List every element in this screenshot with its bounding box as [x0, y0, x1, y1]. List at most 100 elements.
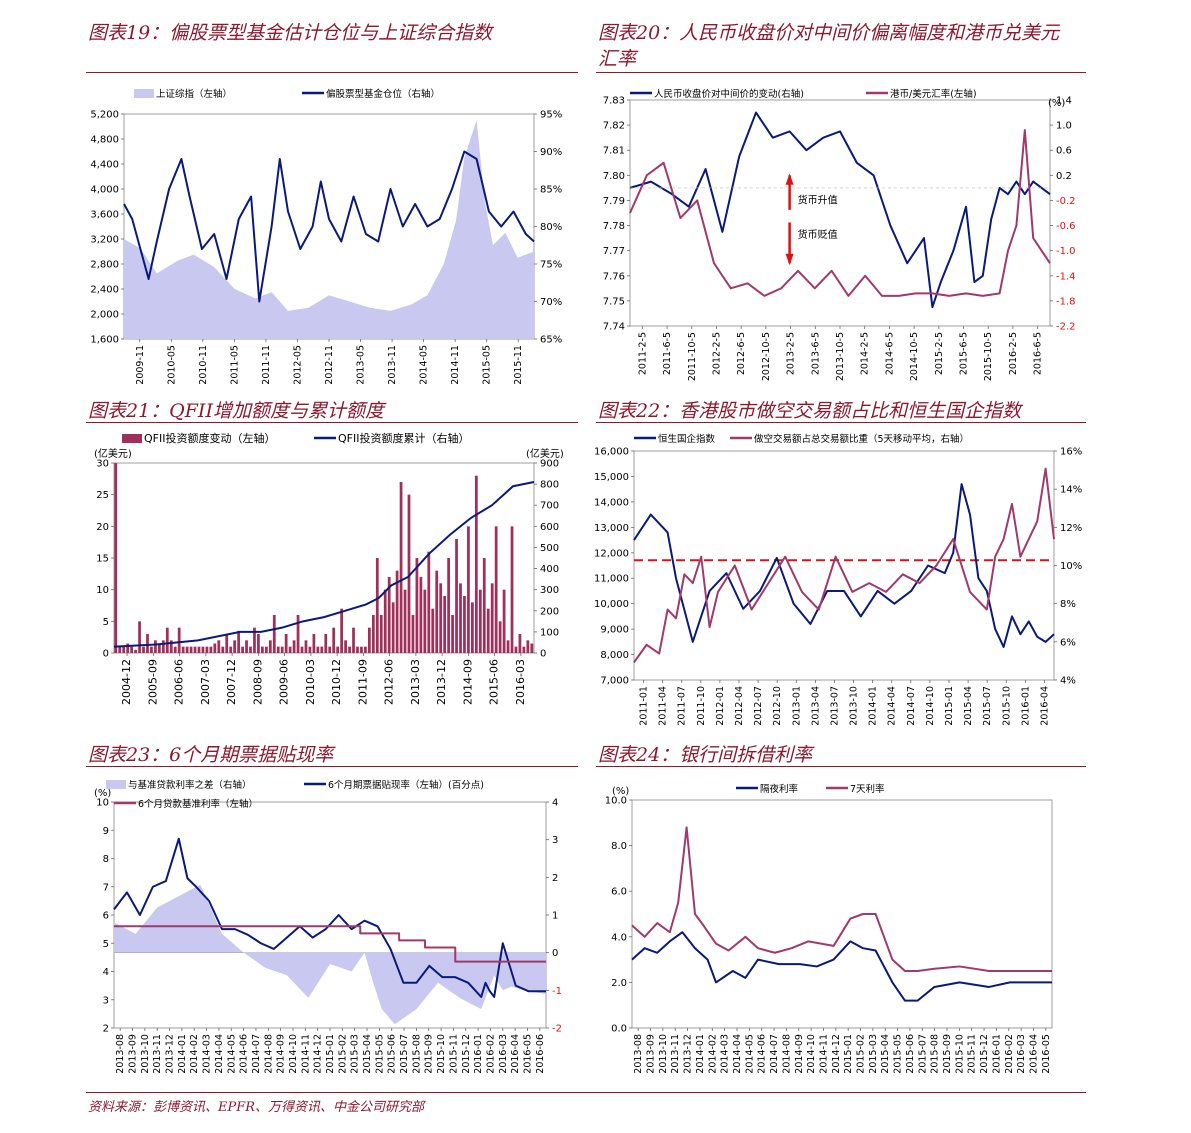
y-right-tick-label: 700	[540, 501, 559, 512]
x-tick-label: 2015-06	[387, 1034, 398, 1074]
x-tick-label: 2016-2-5	[1008, 332, 1019, 375]
bar	[237, 630, 240, 653]
bar	[264, 646, 268, 653]
x-tick-label: 2015-11	[513, 345, 524, 385]
bar	[328, 646, 332, 653]
x-tick-label: 2014-10	[925, 686, 936, 726]
y-left-tick-label: 8.0	[611, 841, 627, 852]
y-left-tick-label: 5	[103, 617, 109, 628]
bar	[344, 640, 347, 653]
x-tick-label: 2013-07	[829, 686, 840, 726]
area-series	[124, 120, 534, 339]
x-tick-label: 2015-03	[868, 1034, 879, 1074]
x-tick-label: 2014-07	[906, 686, 917, 726]
x-tick-label: 2013-10	[658, 1034, 669, 1074]
y-right-tick-label: 75%	[540, 260, 562, 271]
chart21: 0510152025300100200300400500600700800900…	[94, 431, 564, 705]
chart24-title: 图表24：银行间拆借利率	[598, 744, 813, 766]
x-tick-label: 2013-01	[791, 686, 802, 726]
y-right-tick-label: 500	[540, 543, 559, 554]
bar	[486, 608, 490, 653]
x-tick-label: 2011-05	[229, 345, 240, 385]
chart24-title-rule	[596, 766, 1086, 767]
x-tick-label: 2014-12	[831, 1034, 842, 1074]
x-tick-label: 2012-04	[734, 686, 745, 726]
bar	[399, 482, 403, 653]
x-tick-label: 2016-04	[1028, 1034, 1039, 1074]
chart23-title-rule	[86, 766, 578, 767]
x-tick-label: 2015-10	[954, 1034, 965, 1074]
bar	[292, 640, 296, 653]
bar	[249, 646, 252, 653]
bar	[177, 627, 181, 653]
legend-label: 恒生国企指数	[658, 433, 716, 445]
x-tick-label: 2015-12	[979, 1034, 990, 1074]
bar	[518, 634, 522, 653]
x-tick-label: 2016-01	[1020, 686, 1031, 726]
x-tick-label: 2015-08	[930, 1034, 941, 1074]
legend-label: 6个月期票据贴现率（左轴）(百分点)	[328, 779, 484, 791]
chart24: 0.02.04.06.08.010.0(%)2013-08 2013-09 2013…	[605, 783, 1053, 1074]
bar	[403, 589, 407, 653]
x-tick-label: 2015-11	[967, 1034, 978, 1074]
bar	[522, 646, 526, 653]
source-note: 资料来源：彭博资讯、EPFR、万得资讯、中金公司研究部	[88, 1100, 425, 1115]
bar	[455, 539, 458, 653]
x-tick-label: 2015-04	[362, 1034, 373, 1074]
y-right-tick-label: 0	[540, 649, 546, 660]
x-tick-label: 2013-09	[646, 1034, 657, 1074]
x-tick-label: 2014-05	[744, 1034, 755, 1074]
bar	[514, 646, 518, 653]
y-right-tick-label: -0.2	[1056, 196, 1076, 207]
chart19-title-rule	[86, 72, 578, 73]
x-tick-label: 2015-05	[374, 1034, 385, 1074]
x-tick-label: 2016-01	[991, 1034, 1002, 1074]
x-tick-label: 2011-10	[696, 686, 707, 726]
bar	[138, 621, 141, 653]
y-right-tick-label: 1.4	[1056, 96, 1072, 107]
x-tick-label: 2014-08	[781, 1034, 792, 1074]
bar	[126, 643, 130, 653]
legend-label: 隔夜利率	[760, 783, 799, 795]
x-tick-label: 2016-04	[510, 1034, 521, 1074]
y-left-tick-label: 15	[96, 554, 109, 565]
legend-swatch	[122, 434, 142, 443]
y-right-tick-label: 4	[552, 798, 558, 809]
y-right-tick-label: 400	[540, 564, 559, 575]
x-tick-label: 2014-09	[794, 1034, 805, 1074]
bar	[494, 526, 498, 653]
y-right-tick-label: 14%	[1060, 485, 1082, 496]
legend-swatch	[134, 89, 154, 98]
x-tick-label: 2016-6-5	[1033, 332, 1044, 375]
x-tick-label: 2012-06	[383, 659, 396, 705]
chart20-title-line2: 汇率	[598, 48, 637, 70]
bar	[360, 646, 363, 653]
bar	[383, 589, 387, 653]
x-tick-label: 2015-2-5	[934, 332, 945, 375]
x-tick-label: 2014-03	[202, 1034, 213, 1074]
y-right-tick-label: 600	[540, 522, 559, 533]
y-right-tick-label: -0.6	[1056, 221, 1076, 232]
chart20: 7.74 7.75 7.76 7.77 7.78 7.79 7.80 7.81 7.82 7.83…	[603, 88, 1076, 381]
x-tick-label: 2012-01	[715, 686, 726, 726]
line-series	[633, 467, 1055, 663]
y-left-tick-label: 20	[96, 522, 109, 533]
x-tick-label: 2014-04	[732, 1034, 743, 1074]
x-tick-label: 2013-6-5	[810, 332, 821, 375]
bar	[185, 646, 189, 653]
x-tick-label: 2015-06	[488, 659, 501, 705]
x-tick-label: 2016-03	[514, 659, 527, 705]
x-tick-label: 2015-07	[399, 1034, 410, 1074]
x-tick-label: 2014-08	[263, 1034, 274, 1074]
x-tick-label: 2012-11	[324, 345, 335, 385]
y-right-tick-label: 80%	[540, 222, 562, 233]
source-rule	[86, 1092, 1086, 1093]
x-tick-label: 2014-04	[887, 686, 898, 726]
x-tick-label: 2011-07	[677, 686, 688, 726]
bar	[296, 615, 300, 653]
chart20-title-line1: 图表20：人民币收盘价对中间价偏离幅度和港币兑美元	[598, 22, 1060, 44]
bar	[391, 602, 395, 653]
y-left-tick-label: 4,400	[90, 160, 119, 171]
legend-label: 上证综指（左轴）	[156, 88, 232, 100]
y-left-tick-label: 4	[103, 967, 109, 978]
